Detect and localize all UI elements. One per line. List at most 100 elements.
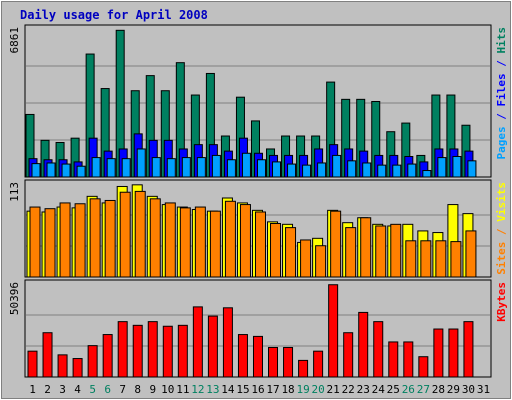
bar-sites-day-3 xyxy=(59,202,71,278)
bar-kbytes-day-4 xyxy=(72,358,83,378)
bar-sites-day-11 xyxy=(179,207,191,278)
x-tick-label: 5 xyxy=(89,383,96,396)
bar-kbytes-day-29 xyxy=(448,328,459,378)
bar-sites-day-13 xyxy=(209,210,221,278)
legend-label-part: KBytes xyxy=(495,282,508,322)
bar-pages-day-1 xyxy=(31,163,41,178)
x-tick-label: 25 xyxy=(387,383,400,396)
bar-sites-day-14 xyxy=(224,200,236,278)
bar-kbytes-day-8 xyxy=(132,324,143,378)
legend-label-part: Pages xyxy=(495,126,508,159)
bar-sites-day-27 xyxy=(420,240,432,278)
x-tick-label: 27 xyxy=(417,383,430,396)
bar-sites-day-1 xyxy=(29,206,41,278)
bar-kbytes-day-15 xyxy=(237,334,248,378)
legend-label-part: / xyxy=(495,54,508,74)
x-tick-label: 23 xyxy=(357,383,370,396)
x-tick-label: 10 xyxy=(161,383,174,396)
x-tick-label: 7 xyxy=(119,383,126,396)
x-tick-label: 13 xyxy=(206,383,219,396)
bar-kbytes-day-23 xyxy=(358,311,369,378)
bar-pages-day-15 xyxy=(241,152,251,178)
x-tick-label: 6 xyxy=(104,383,111,396)
series-kbytes xyxy=(27,284,474,378)
bar-kbytes-day-5 xyxy=(87,345,98,378)
bar-sites-day-22 xyxy=(345,227,357,278)
bar-sites-day-7 xyxy=(119,191,131,278)
bar-kbytes-day-1 xyxy=(27,350,38,378)
bar-pages-day-18 xyxy=(287,163,297,178)
bar-pages-day-21 xyxy=(332,154,342,178)
bar-sites-day-19 xyxy=(300,239,312,278)
bar-kbytes-day-26 xyxy=(403,341,414,378)
bar-pages-day-10 xyxy=(166,158,176,178)
x-tick-label: 12 xyxy=(191,383,204,396)
bar-kbytes-day-30 xyxy=(463,321,474,378)
panel-kbytes-ymax-label: 50396 xyxy=(8,282,21,315)
bar-kbytes-day-22 xyxy=(343,332,354,378)
bar-sites-day-4 xyxy=(74,203,86,278)
bar-kbytes-day-16 xyxy=(252,335,263,378)
bar-sites-day-17 xyxy=(270,223,282,278)
bar-kbytes-day-9 xyxy=(147,321,158,378)
bar-sites-day-15 xyxy=(239,204,251,278)
x-tick-label: 31 xyxy=(477,383,490,396)
x-tick-label: 16 xyxy=(251,383,264,396)
bar-pages-day-16 xyxy=(256,159,266,178)
bar-pages-day-17 xyxy=(272,161,282,178)
bar-kbytes-day-24 xyxy=(373,321,384,378)
bar-pages-day-24 xyxy=(377,164,387,178)
bar-kbytes-day-18 xyxy=(283,346,294,378)
bar-kbytes-day-19 xyxy=(298,359,309,378)
x-tick-label: 19 xyxy=(296,383,309,396)
bar-pages-day-12 xyxy=(196,157,206,178)
series-pages xyxy=(31,148,477,178)
bar-pages-day-6 xyxy=(106,158,116,178)
bar-kbytes-day-3 xyxy=(57,354,68,378)
panel-sites-legend-label: Sites / Visits xyxy=(495,182,508,275)
legend-label-part: Sites xyxy=(495,242,508,275)
bar-pages-day-30 xyxy=(467,160,477,178)
panel-kbytes: 50396 KBytes xyxy=(8,279,508,378)
bar-pages-day-29 xyxy=(452,156,462,178)
bar-pages-day-14 xyxy=(226,159,236,178)
series-sites xyxy=(29,190,477,278)
x-tick-label: 18 xyxy=(281,383,294,396)
bar-pages-day-26 xyxy=(407,163,417,178)
bar-sites-day-24 xyxy=(375,225,387,278)
bar-pages-day-5 xyxy=(91,157,101,178)
x-tick-label: 9 xyxy=(149,383,156,396)
bar-sites-day-8 xyxy=(134,190,146,278)
bar-sites-day-29 xyxy=(450,241,462,278)
bar-sites-day-10 xyxy=(164,202,176,278)
x-tick-label: 11 xyxy=(176,383,189,396)
bar-kbytes-day-25 xyxy=(388,341,399,378)
bar-kbytes-day-12 xyxy=(192,306,203,378)
x-tick-label: 21 xyxy=(327,383,340,396)
bar-kbytes-day-11 xyxy=(177,324,188,378)
bar-pages-day-20 xyxy=(317,162,327,178)
x-tick-label: 28 xyxy=(432,383,445,396)
bar-pages-day-4 xyxy=(76,165,86,178)
bar-pages-day-19 xyxy=(302,164,312,178)
bar-sites-day-28 xyxy=(435,240,447,278)
panel-hits: 6861 Pages / Files / Hits xyxy=(8,24,508,178)
x-tick-label: 3 xyxy=(59,383,66,396)
panel-kbytes-legend-label: KBytes xyxy=(495,282,508,322)
x-tick-label: 30 xyxy=(462,383,475,396)
bar-kbytes-day-28 xyxy=(433,328,444,378)
bar-kbytes-day-14 xyxy=(222,307,233,378)
bar-sites-day-16 xyxy=(254,211,266,278)
bar-sites-day-9 xyxy=(149,198,161,278)
bar-pages-day-22 xyxy=(347,160,357,178)
x-tick-label: 14 xyxy=(221,383,235,396)
bar-kbytes-day-13 xyxy=(207,315,218,378)
x-tick-label: 22 xyxy=(342,383,355,396)
x-tick-label: 29 xyxy=(447,383,460,396)
bar-sites-day-18 xyxy=(285,227,297,278)
bar-kbytes-day-10 xyxy=(162,325,173,378)
panel-hits-ymax-label: 6861 xyxy=(8,27,21,54)
bar-sites-day-20 xyxy=(315,245,327,278)
legend-label-part: Hits xyxy=(495,27,508,54)
